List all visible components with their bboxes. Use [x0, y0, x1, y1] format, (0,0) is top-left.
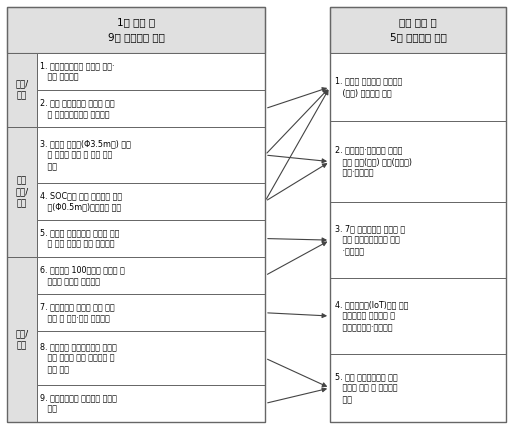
Bar: [330, 53, 506, 121]
Text: 3. 도심지 소단면(Φ3.5m급) 터널
   식 공동구 설계 및 시공 핵심
   기술: 3. 도심지 소단면(Φ3.5m급) 터널 식 공동구 설계 및 시공 핵심 기…: [40, 139, 131, 171]
Bar: [37, 220, 265, 257]
Text: 5. 도심지 라이프라인 인프라 구축
   을 위한 비개착 건설 기술개발: 5. 도심지 라이프라인 인프라 구축 을 위한 비개착 건설 기술개발: [40, 228, 120, 249]
Text: 1. 도심지 비개착식 지하관망
   (管網) 시공장비 기술: 1. 도심지 비개착식 지하관망 (管網) 시공장비 기술: [335, 77, 402, 97]
Bar: [330, 354, 506, 422]
Bar: [330, 202, 506, 278]
Bar: [37, 294, 265, 331]
Text: 6. 수명주기 100년이상 다목적 지
   하관망 인프라 구축기술: 6. 수명주기 100년이상 다목적 지 하관망 인프라 구축기술: [40, 265, 125, 286]
Text: 1. 광역라이프라인 인프라 계획·
   설계 기술개발: 1. 광역라이프라인 인프라 계획· 설계 기술개발: [40, 61, 114, 82]
Text: 최종 선정 후
5개 세부기술 분야: 최종 선정 후 5개 세부기술 분야: [389, 17, 446, 43]
Bar: [37, 127, 265, 183]
Text: 9. 라이프라인의 재해안전 시스템
   구축: 9. 라이프라인의 재해안전 시스템 구축: [40, 393, 117, 414]
Bar: [330, 121, 506, 202]
Text: 7. 라이프라인 인프라 원격 유지
   관리 및 보수·보강 기술개발: 7. 라이프라인 인프라 원격 유지 관리 및 보수·보강 기술개발: [40, 302, 114, 323]
Text: 4. SOC연계 직류 송전선로 지중
   화(Φ0.5m급)건설공법 개발: 4. SOC연계 직류 송전선로 지중 화(Φ0.5m급)건설공법 개발: [40, 191, 122, 212]
Text: 5. 지하 라이프라인의 통합
   안전성 평가 및 긴급대응
   기술: 5. 지하 라이프라인의 통합 안전성 평가 및 긴급대응 기술: [335, 372, 398, 404]
Text: 1차 선정 후
9개 세부기술 분야: 1차 선정 후 9개 세부기술 분야: [108, 17, 165, 43]
Text: 3. 7대 지하시설물 정보와 연
   계한 지하라이프라인 진단
   ·보수기술: 3. 7대 지하시설물 정보와 연 계한 지하라이프라인 진단 ·보수기술: [335, 224, 405, 256]
Bar: [37, 385, 265, 422]
Text: 건설
공법/
장비: 건설 공법/ 장비: [15, 176, 29, 208]
Text: 2. 지하 라이프라인 인프라 지하
   화 융합엔지니어링 기술개발: 2. 지하 라이프라인 인프라 지하 화 융합엔지니어링 기술개발: [40, 98, 114, 119]
Bar: [330, 278, 506, 354]
Bar: [37, 90, 265, 127]
Bar: [7, 127, 37, 257]
Bar: [7, 257, 37, 422]
Text: 유지/
보수: 유지/ 보수: [15, 329, 29, 350]
Bar: [7, 53, 37, 127]
Bar: [37, 183, 265, 220]
Text: 2. 환경개선·사회갈등 해소를
   위한 지하(수용) 관망(그리드)
   설계·시공기술: 2. 환경개선·사회갈등 해소를 위한 지하(수용) 관망(그리드) 설계·시공…: [335, 146, 412, 178]
Text: 8. 생애주기 정보관리기반 라이프
   라인 인프라 통합 자산관리 및
   운용 기술: 8. 생애주기 정보관리기반 라이프 라인 인프라 통합 자산관리 및 운용 기…: [40, 342, 117, 374]
Bar: [37, 257, 265, 294]
Bar: [7, 7, 265, 53]
Bar: [330, 7, 506, 422]
Text: 계획/
평가: 계획/ 평가: [15, 80, 29, 101]
Bar: [37, 53, 265, 90]
Bar: [7, 7, 265, 422]
Bar: [330, 7, 506, 53]
Bar: [37, 331, 265, 385]
Text: 4. 사물인터넷(IoT)기반 지하
   라이프라인 생애주기 정
   보통합시스템·운용기술: 4. 사물인터넷(IoT)기반 지하 라이프라인 생애주기 정 보통합시스템·운…: [335, 300, 408, 332]
